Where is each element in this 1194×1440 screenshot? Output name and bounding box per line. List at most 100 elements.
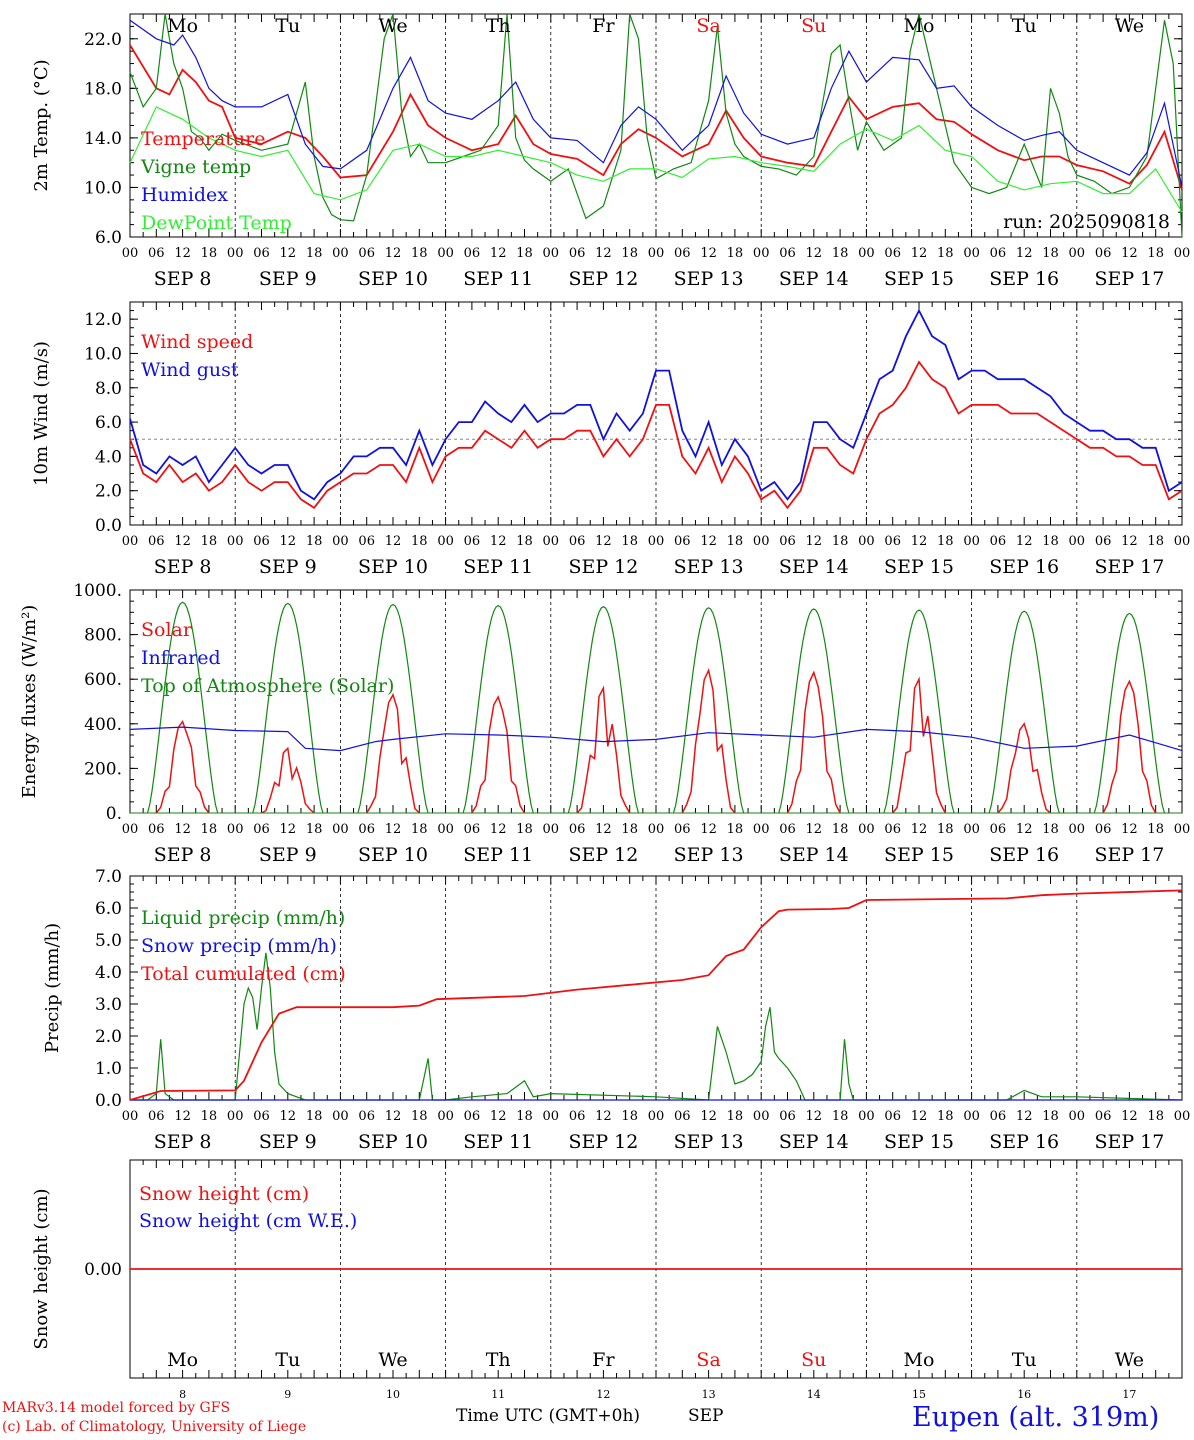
- x-tick-label: 18: [937, 822, 954, 837]
- x-tick-label: 18: [621, 822, 638, 837]
- x-tick-label: 18: [727, 246, 744, 261]
- date-label: SEP 14: [779, 844, 849, 866]
- x-tick-label: 12: [806, 246, 823, 261]
- x-tick-label: 12: [1121, 246, 1138, 261]
- y-axis-label: Precip (mm/h): [42, 923, 63, 1053]
- date-label: SEP 17: [1094, 556, 1164, 578]
- y-tick-label: 0.00: [84, 1260, 122, 1280]
- x-tick-label: 18: [621, 246, 638, 261]
- date-label: SEP 12: [568, 844, 638, 866]
- date-number: 9: [284, 1388, 291, 1401]
- series-humidex: [129, 19, 1183, 188]
- legend-item: Snow height (cm W.E.): [139, 1210, 357, 1232]
- x-tick-label: 06: [674, 1109, 691, 1124]
- x-tick-label: 18: [411, 822, 428, 837]
- date-label: SEP 10: [358, 268, 428, 290]
- legend-item: Wind speed: [141, 331, 253, 353]
- date-label: SEP 15: [884, 556, 954, 578]
- x-tick-label: 18: [1147, 1109, 1164, 1124]
- x-tick-label: 00: [122, 1109, 139, 1124]
- date-label: SEP 11: [463, 844, 533, 866]
- x-tick-label: 18: [727, 534, 744, 549]
- x-tick-label: 18: [516, 1109, 533, 1124]
- x-tick-label: 12: [280, 246, 297, 261]
- y-tick-label: 7.0: [95, 867, 122, 887]
- x-tick-label: 12: [490, 246, 507, 261]
- x-tick-label: 18: [832, 1109, 849, 1124]
- x-tick-label: 00: [332, 1109, 349, 1124]
- x-tick-label: 18: [306, 246, 323, 261]
- day-name-bottom: Mo: [167, 1349, 198, 1371]
- x-tick-label: 12: [700, 1109, 717, 1124]
- date-label: SEP 13: [674, 844, 744, 866]
- x-tick-label: 12: [174, 1109, 191, 1124]
- day-name-bottom: Mo: [904, 1349, 935, 1371]
- x-tick-label: 00: [1069, 1109, 1086, 1124]
- x-tick-label: 00: [858, 1109, 875, 1124]
- x-tick-label: 18: [201, 822, 218, 837]
- x-tick-label: 00: [227, 534, 244, 549]
- x-tick-label: 12: [911, 246, 928, 261]
- date-label: SEP 17: [1094, 268, 1164, 290]
- x-tick-label: 12: [1121, 534, 1138, 549]
- x-tick-label: 06: [779, 246, 796, 261]
- x-tick-label: 12: [595, 534, 612, 549]
- date-label: SEP 17: [1094, 1131, 1164, 1153]
- x-tick-label: 18: [937, 534, 954, 549]
- series-total-cumulated-cm-: [129, 889, 1183, 1101]
- x-tick-label: 12: [174, 822, 191, 837]
- x-tick-label: 12: [1121, 822, 1138, 837]
- x-tick-label: 00: [543, 534, 560, 549]
- date-label: SEP 13: [674, 556, 744, 578]
- x-tick-label: 00: [648, 246, 665, 261]
- x-tick-label: 00: [332, 822, 349, 837]
- x-tick-label: 12: [911, 1109, 928, 1124]
- date-label: SEP 9: [259, 556, 317, 578]
- x-tick-label: 00: [332, 534, 349, 549]
- day-name-top: Su: [801, 15, 826, 37]
- x-tick-label: 18: [832, 822, 849, 837]
- day-name-top: We: [1115, 15, 1144, 37]
- day-name-top: Fr: [592, 15, 615, 37]
- x-tick-label: 12: [385, 1109, 402, 1124]
- x-tick-label: 12: [595, 822, 612, 837]
- legend-item: Snow height (cm): [139, 1183, 309, 1205]
- date-label: SEP 12: [568, 268, 638, 290]
- x-tick-label: 06: [253, 1109, 270, 1124]
- date-label: SEP 15: [884, 1131, 954, 1153]
- date-label: SEP 8: [154, 844, 212, 866]
- y-tick-label: 6.0: [95, 413, 122, 433]
- y-tick-label: 400.: [84, 715, 122, 735]
- y-tick-label: 800.: [84, 626, 122, 646]
- date-number: 12: [596, 1388, 610, 1401]
- plot-frame: [129, 13, 1183, 238]
- date-label: SEP 15: [884, 268, 954, 290]
- x-tick-label: 06: [779, 534, 796, 549]
- x-tick-label: 06: [148, 534, 165, 549]
- x-tick-label: 18: [1042, 822, 1059, 837]
- x-tick-label: 18: [306, 534, 323, 549]
- date-number: 11: [491, 1388, 505, 1401]
- x-tick-label: 06: [990, 534, 1007, 549]
- x-tick-label: 18: [411, 1109, 428, 1124]
- date-label: SEP 16: [989, 268, 1059, 290]
- x-tick-label: 12: [1121, 1109, 1138, 1124]
- month-label: SEP: [688, 1406, 724, 1426]
- x-tick-label: 00: [1174, 246, 1191, 261]
- x-tick-label: 00: [227, 246, 244, 261]
- panel-temp: 6.0 10.0 14.0 18.0 22.0 2m Temp. (°C) 00 06 12 18…: [31, 13, 1191, 290]
- y-tick-label: 2.0: [95, 482, 122, 502]
- date-number: 13: [702, 1388, 716, 1401]
- x-tick-label: 06: [884, 822, 901, 837]
- legend-item: Snow precip (mm/h): [141, 935, 337, 957]
- x-tick-label: 06: [674, 534, 691, 549]
- run-label: run: 2025090818: [1003, 211, 1170, 233]
- time-axis-label: Time UTC (GMT+0h): [456, 1406, 641, 1426]
- x-tick-label: 06: [884, 1109, 901, 1124]
- x-tick-label: 18: [411, 534, 428, 549]
- x-tick-label: 06: [884, 246, 901, 261]
- x-tick-label: 00: [1069, 246, 1086, 261]
- y-tick-label: 3.0: [95, 995, 122, 1015]
- day-name-bottom: Tu: [1012, 1349, 1037, 1371]
- y-tick-label: 14.0: [84, 129, 122, 149]
